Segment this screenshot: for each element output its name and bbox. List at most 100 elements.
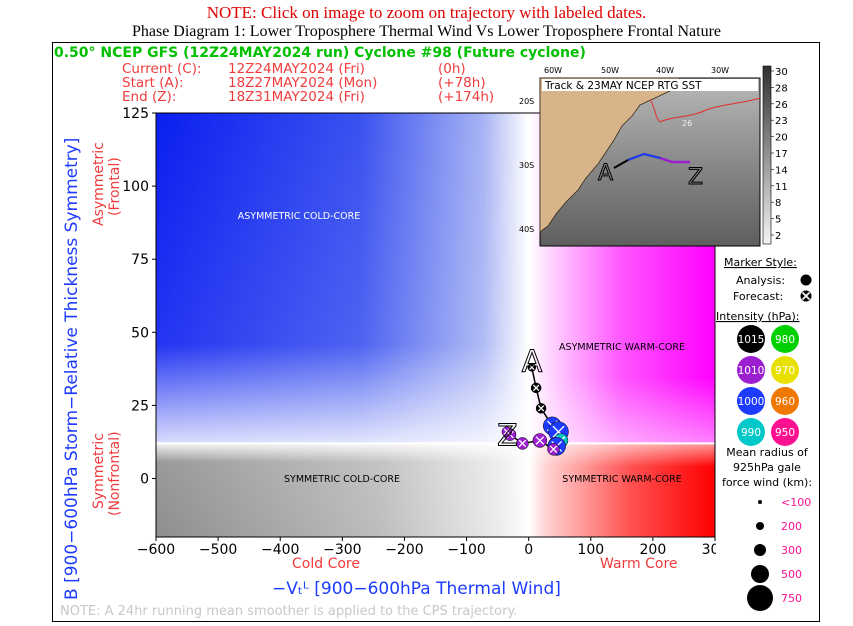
trajectory-point-cross — [535, 436, 545, 445]
x-cold-label: Cold Core — [292, 556, 360, 572]
map-lon-60w: 60W — [544, 66, 562, 75]
y-axis-label: B [900−600hPa Storm−Relative Thickness S… — [62, 138, 82, 600]
intensity-label: 960 — [775, 396, 795, 408]
radius-marker — [754, 544, 766, 556]
map-isotherm-26-b — [649, 99, 661, 123]
radius-marker — [751, 565, 769, 583]
footer-note: NOTE: A 24hr running mean smoother is ap… — [60, 604, 517, 619]
x-tick-label: 100 — [577, 542, 604, 558]
map-lat-30s: 30S — [519, 161, 534, 170]
quadrant-asym-warm: ASYMMETRIC WARM-CORE — [559, 342, 685, 353]
map-colorbar-labels: 30 28 26 23 20 17 14 11 8 5 2 — [771, 67, 788, 242]
cyclone-title: 0.50° NCEP GFS (12Z24MAY2024 run) Cyclon… — [54, 45, 586, 61]
legend-radius-title-1: Mean radius of — [726, 446, 809, 459]
legend-analysis: Analysis: — [736, 274, 785, 287]
map-lon-40w: 40W — [656, 66, 674, 75]
analysis-marker-icon — [800, 274, 812, 286]
intensity-label: 990 — [741, 427, 761, 439]
quadrant-sym-warm: SYMMETRIC WARM-CORE — [562, 474, 681, 485]
start-label: Start (A): — [122, 75, 184, 91]
colorbar-label: 17 — [775, 149, 788, 160]
colorbar-label: 5 — [775, 215, 781, 226]
quadrant-asym-cold: ASYMMETRIC COLD-CORE — [238, 211, 360, 222]
colorbar-label: 28 — [775, 83, 788, 94]
legend-radius-title-2: 925hPa gale — [733, 461, 801, 474]
map-isotherm-label: 26 — [682, 119, 692, 128]
map-marker-z: Z — [688, 165, 703, 190]
x-tick-label: −200 — [385, 542, 423, 558]
axis-ticks: −600 −500 −400 −300 −200 −100 0 100 200 300025507… — [122, 106, 728, 558]
cyclone-trajectory: AZ — [497, 344, 569, 456]
colorbar-label: 11 — [775, 182, 788, 193]
y-sym-label-2: (Nonfrontal) — [107, 431, 123, 516]
map-title-box — [542, 79, 758, 91]
map-lat-20s: 20S — [519, 97, 534, 106]
start-offset: (+78h) — [438, 75, 486, 91]
region-asym-cold-fade — [156, 113, 529, 444]
inset-map[interactable]: 26 Track & 23MAY NCEP RTG SST A Z 60W 50… — [519, 65, 788, 247]
x-tick-label: 200 — [640, 542, 667, 558]
x-tick-label: −400 — [261, 542, 299, 558]
region-sym-warm-fade — [528, 443, 715, 537]
map-colorbar — [762, 65, 772, 245]
y-tick-label: 75 — [131, 252, 149, 268]
x-tick-label: −300 — [323, 542, 361, 558]
intensity-swatch — [771, 387, 799, 415]
intensity-label: 1000 — [738, 396, 765, 408]
intensity-swatch — [737, 387, 765, 415]
trajectory-end-marker: Z — [497, 419, 518, 454]
x-tick-label: −100 — [447, 542, 485, 558]
end-label: End (Z): — [122, 89, 176, 105]
radius-marker — [756, 522, 764, 530]
intensity-label: 1015 — [738, 334, 765, 346]
trajectory-point-cross — [532, 384, 540, 392]
trajectory-point-cross — [503, 428, 511, 435]
map-lon-50w: 50W — [601, 66, 619, 75]
legend-marker-title: Marker Style: — [724, 256, 797, 269]
trajectory-point-cross — [537, 405, 545, 412]
map-track-blue — [627, 152, 661, 161]
x-tick-label: −500 — [199, 542, 237, 558]
y-sym-label-1: Symmetric — [91, 433, 107, 509]
map-marker-a: A — [598, 161, 613, 186]
region-sym-cold-fade — [156, 443, 529, 537]
colorbar-label: 2 — [775, 231, 781, 242]
y-tick-label: 50 — [131, 325, 149, 341]
map-track-purple — [659, 156, 690, 164]
legend-radius-markers: <100 200 300 500 750 — [747, 496, 811, 611]
forecast-marker-cross — [801, 291, 811, 301]
legend: Marker Style: Analysis: Forecast: Intens… — [716, 254, 818, 611]
x-warm-label: Warm Core — [600, 556, 678, 572]
radius-label: <100 — [781, 496, 811, 509]
intensity-label: 950 — [775, 427, 795, 439]
chart-frame — [52, 42, 820, 622]
radius-marker — [747, 585, 773, 611]
y-asym-label-1: Asymmetric — [91, 142, 107, 226]
intensity-label: 980 — [775, 334, 795, 346]
legend-box — [716, 254, 818, 610]
trajectory-point-cross — [529, 364, 535, 371]
intensity-swatch — [771, 418, 799, 446]
y-tick-label: 25 — [131, 398, 149, 414]
intensity-label: 970 — [775, 365, 795, 377]
y-tick-label: 125 — [122, 106, 149, 122]
trajectory-start-marker: A — [522, 344, 543, 379]
quadrant-sym-cold: SYMMETRIC COLD-CORE — [284, 474, 400, 485]
colorbar-label: 23 — [775, 116, 788, 127]
current-time: 12Z24MAY2024 (Fri) — [228, 61, 365, 77]
legend-intensity-swatches: 1015 980 1010 970 1000 960 990 950 — [737, 325, 799, 446]
intensity-swatch — [771, 325, 799, 353]
x-tick-label: −600 — [137, 542, 175, 558]
intensity-swatch — [771, 356, 799, 384]
x-tick-label: 0 — [524, 542, 533, 558]
y-tick-label: 0 — [140, 472, 149, 488]
end-offset: (+174h) — [438, 89, 494, 105]
map-lat-40s: 40S — [519, 225, 534, 234]
colorbar-label: 14 — [775, 165, 788, 176]
radius-label: 200 — [781, 520, 802, 533]
plot-border — [155, 112, 716, 538]
map-title: Track & 23MAY NCEP RTG SST — [544, 80, 702, 92]
end-time: 18Z31MAY2024 (Fri) — [228, 89, 365, 105]
colorbar-label: 20 — [775, 133, 788, 144]
